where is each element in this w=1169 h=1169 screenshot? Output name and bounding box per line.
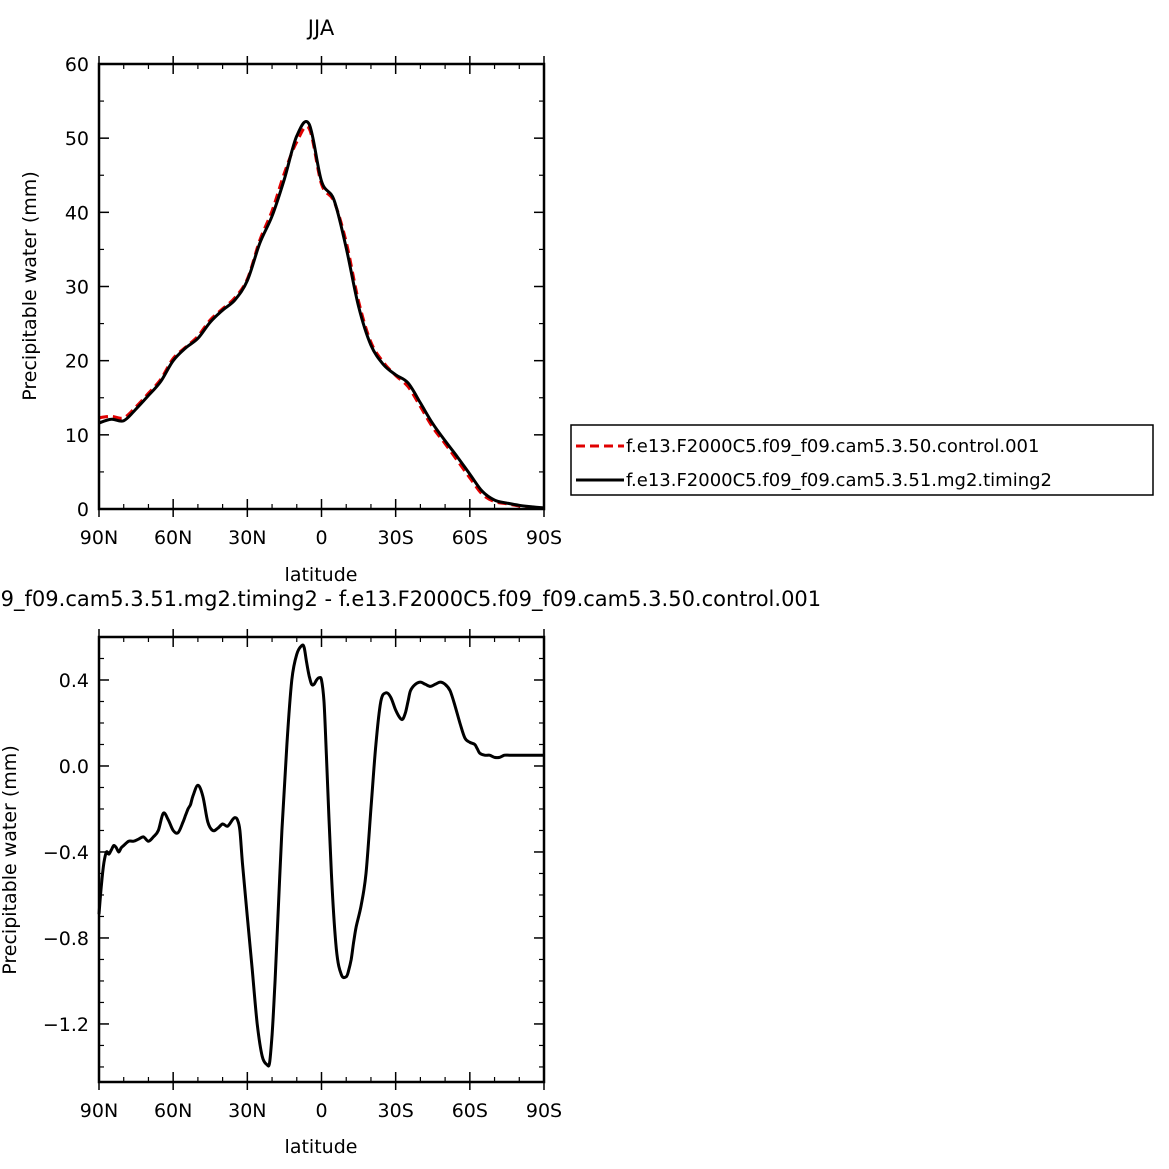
t2-series-line-0 <box>97 643 544 1068</box>
x-tick-label: 90N <box>80 1100 118 1122</box>
y-tick-label: 0.4 <box>59 670 89 692</box>
x-tick-label: 60S <box>452 527 488 549</box>
y-tick-label: −1.2 <box>43 1014 89 1036</box>
legend-box <box>570 424 1154 496</box>
x-tick-label: 60S <box>452 1100 488 1122</box>
x-tick-label: 90S <box>526 527 562 549</box>
x-tick-label: 30N <box>228 527 266 549</box>
y-tick-label: 40 <box>65 202 89 224</box>
y-tick-label: 60 <box>65 54 89 76</box>
bottom-panel: f.e13.F2000C5.f09_f09.cam5.3.51.mg2.timi… <box>0 587 821 1158</box>
x-tick-label: 30S <box>378 527 414 549</box>
top-x-axis-label: latitude <box>285 564 358 586</box>
legend-label-timing2: f.e13.F2000C5.f09_f09.cam5.3.51.mg2.timi… <box>626 470 1052 491</box>
y-tick-label: 20 <box>65 351 89 373</box>
top-y-axis-label-group: Precipitable water (mm) <box>19 171 41 400</box>
top-plot-frame <box>97 62 546 511</box>
x-tick-label: 30S <box>378 1100 414 1122</box>
y-tick-label: 0.0 <box>59 756 89 778</box>
top-panel: JJA Precipitable water (mm) latitude 0 10… <box>19 16 562 586</box>
legend-label-control: f.e13.F2000C5.f09_f09.cam5.3.50.control.… <box>626 436 1039 457</box>
x-tick-label: 0 <box>315 527 327 549</box>
bottom-axes: 0.4 0.0 −0.4 −0.8 −1.2 90N 60N 30N 0 30S 60S 90S <box>43 629 562 1122</box>
x-tick-label: 60N <box>154 1100 192 1122</box>
x-tick-label: 90S <box>526 1100 562 1122</box>
top-series <box>98 119 545 510</box>
top-axes: 0 10 20 30 40 50 60 90N 60N 30N 0 30S 60S 90S <box>65 54 562 549</box>
bottom-y-axis-label: Precipitable water (mm) <box>0 745 21 974</box>
y-tick-label: 50 <box>65 128 89 150</box>
y-tick-label: 0 <box>77 499 89 521</box>
top-title: JJA <box>306 16 335 40</box>
x-tick-label: 60N <box>154 527 192 549</box>
y-tick-label: −0.8 <box>43 928 89 950</box>
x-tick-label: 0 <box>315 1100 327 1122</box>
bottom-x-axis-label: latitude <box>285 1136 358 1158</box>
y-tick-label: −0.4 <box>43 842 89 864</box>
bottom-title: f.e13.F2000C5.f09_f09.cam5.3.51.mg2.timi… <box>0 587 821 612</box>
bottom-series <box>97 643 544 1068</box>
x-tick-label: 30N <box>228 1100 266 1122</box>
t1-series-line-1 <box>98 119 545 510</box>
y-tick-label: 30 <box>65 277 89 299</box>
y-tick-label: 10 <box>65 425 89 447</box>
legend: f.e13.F2000C5.f09_f09.cam5.3.50.control.… <box>570 424 1154 496</box>
top-y-axis-label: Precipitable water (mm) <box>19 171 41 400</box>
bottom-plot-frame <box>97 635 546 1084</box>
x-tick-label: 90N <box>80 527 118 549</box>
